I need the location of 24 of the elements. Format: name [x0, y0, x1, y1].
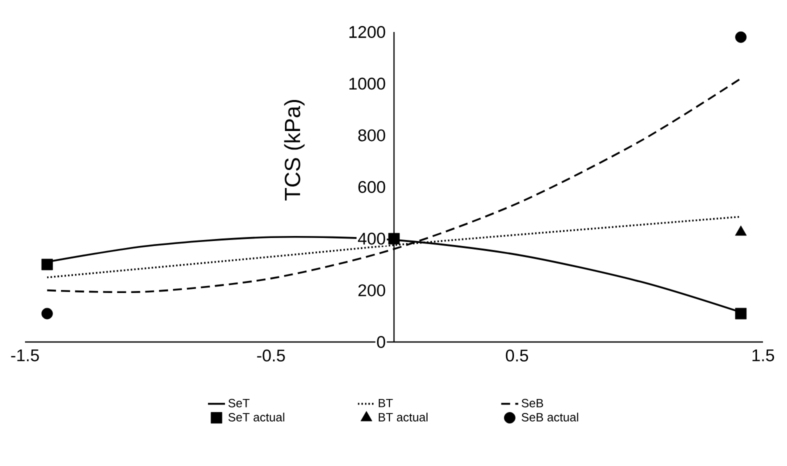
point — [388, 232, 400, 244]
y-tick-label: 600 — [358, 181, 386, 193]
legend-label: BT — [378, 398, 393, 408]
point — [735, 31, 747, 43]
point — [41, 308, 53, 320]
legend-label: SeT — [228, 398, 250, 408]
legend-label: SeT actual — [228, 412, 284, 422]
y-tick-label: 1200 — [349, 26, 386, 38]
point — [735, 308, 747, 320]
legend-label: SeB actual — [522, 412, 578, 422]
legend-label: BT actual — [378, 412, 428, 422]
y-axis-title: TCS (kPa) — [284, 100, 305, 200]
y-tick-label: 400 — [358, 232, 386, 245]
x-tick-label: 1.5 — [752, 350, 774, 362]
y-tick-label: 0 — [377, 336, 386, 348]
x-tick-label: -0.5 — [257, 350, 285, 362]
y-tick-label: 800 — [358, 129, 386, 142]
x-tick-label: 0.5 — [506, 350, 528, 362]
y-tick-label: 1000 — [349, 78, 386, 90]
point — [41, 258, 53, 270]
y-tick-label: 200 — [358, 284, 386, 296]
legend-label: SeB — [522, 398, 544, 408]
point — [735, 226, 747, 236]
x-tick-label: -1.5 — [11, 350, 39, 362]
